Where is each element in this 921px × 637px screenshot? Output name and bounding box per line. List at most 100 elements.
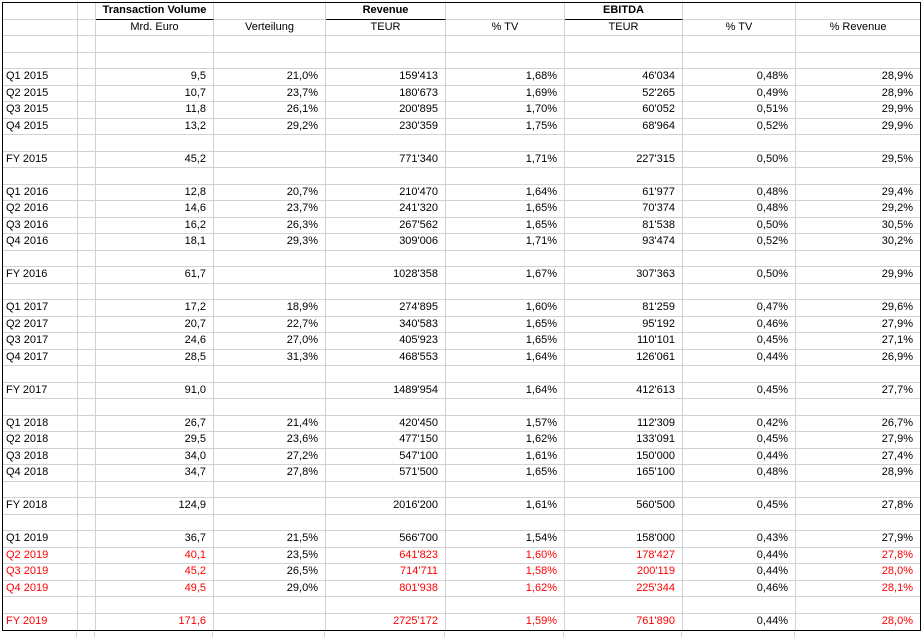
cell-ebitda-pct-tv[interactable]: 0,48%	[683, 465, 796, 482]
cell-ebitda-pct-tv[interactable]: 0,47%	[683, 300, 796, 317]
cell-mrd-euro[interactable]: 34,0	[96, 448, 214, 465]
cell-ebitda-pct-tv[interactable]: 0,48%	[683, 201, 796, 218]
cell-revenue-pct-tv[interactable]: 1,68%	[446, 69, 565, 86]
cell-ebitda-pct-tv[interactable]: 0,45%	[683, 382, 796, 399]
cell-ebitda-pct-tv[interactable]: 0,44%	[683, 448, 796, 465]
empty-cell[interactable]	[446, 168, 565, 185]
spacer-cell[interactable]	[78, 564, 96, 581]
cell-revenue-teur[interactable]: 468'553	[326, 349, 446, 366]
cell-revenue-pct-tv[interactable]: 1,64%	[446, 349, 565, 366]
cell-revenue-pct-tv[interactable]: 1,64%	[446, 382, 565, 399]
row-label-cell[interactable]: Q4 2017	[3, 349, 78, 366]
empty-cell[interactable]	[796, 36, 920, 53]
cell-revenue-teur[interactable]: 566'700	[326, 531, 446, 548]
cell-ebitda-teur[interactable]: 150'000	[565, 448, 683, 465]
cell-ebitda-pct-tv[interactable]: 0,48%	[683, 69, 796, 86]
cell-verteilung[interactable]: 27,8%	[214, 465, 326, 482]
cell-verteilung[interactable]	[214, 613, 326, 630]
cell-ebitda-teur[interactable]: 133'091	[565, 432, 683, 449]
empty-cell[interactable]	[78, 366, 96, 383]
empty-header-cell[interactable]	[78, 19, 96, 36]
cell-mrd-euro[interactable]: 124,9	[96, 498, 214, 515]
spacer-cell[interactable]	[78, 85, 96, 102]
cell-verteilung[interactable]: 21,5%	[214, 531, 326, 548]
cell-pct-revenue[interactable]: 27,7%	[796, 383, 920, 399]
cell-revenue-teur[interactable]: 180'673	[326, 85, 446, 102]
row-label-cell[interactable]: Q1 2016	[3, 184, 78, 201]
cell-revenue-pct-tv[interactable]: 1,60%	[446, 547, 565, 564]
cell-ebitda-teur[interactable]: 60'052	[565, 102, 683, 119]
empty-cell[interactable]	[78, 597, 96, 614]
cell-revenue-pct-tv[interactable]: 1,70%	[446, 102, 565, 119]
cell-ebitda-pct-tv[interactable]: 0,50%	[683, 151, 796, 168]
cell-revenue-teur[interactable]: 1028'358	[326, 267, 446, 284]
group-header-cell[interactable]: Revenue	[326, 3, 446, 20]
cell-pct-revenue[interactable]: 27,8%	[796, 548, 920, 564]
cell-pct-revenue[interactable]: 27,9%	[796, 317, 920, 333]
empty-cell[interactable]	[796, 515, 920, 531]
empty-cell[interactable]	[78, 481, 96, 498]
empty-cell[interactable]	[796, 366, 920, 383]
empty-cell[interactable]	[3, 168, 78, 185]
cell-revenue-pct-tv[interactable]: 1,65%	[446, 333, 565, 350]
cell-verteilung[interactable]: 23,6%	[214, 432, 326, 449]
cell-verteilung[interactable]: 26,1%	[214, 102, 326, 119]
empty-cell[interactable]	[96, 597, 214, 614]
row-label-cell[interactable]: Q2 2018	[3, 432, 78, 449]
cell-ebitda-pct-tv[interactable]: 0,44%	[683, 613, 796, 630]
cell-revenue-teur[interactable]: 571'500	[326, 465, 446, 482]
spacer-cell[interactable]	[78, 217, 96, 234]
cell-revenue-teur[interactable]: 714'711	[326, 564, 446, 581]
cell-ebitda-teur[interactable]: 70'374	[565, 201, 683, 218]
cell-ebitda-pct-tv[interactable]: 0,46%	[683, 316, 796, 333]
empty-header-cell[interactable]	[683, 3, 796, 20]
spacer-cell[interactable]	[78, 498, 96, 515]
cell-mrd-euro[interactable]: 10,7	[96, 85, 214, 102]
cell-revenue-pct-tv[interactable]: 1,58%	[446, 564, 565, 581]
row-label-cell[interactable]: Q4 2019	[3, 580, 78, 597]
cell-pct-revenue[interactable]: 28,0%	[796, 564, 920, 581]
cell-ebitda-pct-tv[interactable]: 0,45%	[683, 432, 796, 449]
empty-cell[interactable]	[326, 283, 446, 300]
cell-pct-revenue[interactable]: 27,9%	[796, 432, 920, 449]
empty-cell[interactable]	[3, 399, 78, 416]
row-label-cell[interactable]: Q1 2019	[3, 531, 78, 548]
spacer-cell[interactable]	[78, 316, 96, 333]
cell-revenue-teur[interactable]: 274'895	[326, 300, 446, 317]
empty-cell[interactable]	[326, 366, 446, 383]
cell-pct-revenue[interactable]: 28,9%	[796, 69, 920, 86]
empty-cell[interactable]	[446, 283, 565, 300]
empty-cell[interactable]	[683, 283, 796, 300]
cell-mrd-euro[interactable]: 24,6	[96, 333, 214, 350]
cell-ebitda-teur[interactable]: 227'315	[565, 151, 683, 168]
cell-ebitda-pct-tv[interactable]: 0,45%	[683, 498, 796, 515]
cell-ebitda-pct-tv[interactable]: 0,52%	[683, 234, 796, 251]
spacer-cell[interactable]	[78, 531, 96, 548]
empty-cell[interactable]	[3, 514, 78, 531]
unit-header-cell[interactable]: % TV	[446, 19, 565, 36]
empty-cell[interactable]	[683, 399, 796, 416]
empty-cell[interactable]	[565, 36, 683, 53]
unit-header-cell[interactable]: Verteilung	[214, 19, 326, 36]
cell-pct-revenue[interactable]: 30,5%	[796, 218, 920, 234]
empty-header-cell[interactable]	[3, 3, 78, 20]
cell-ebitda-pct-tv[interactable]: 0,48%	[683, 184, 796, 201]
empty-cell[interactable]	[214, 36, 326, 53]
cell-pct-revenue[interactable]: 27,4%	[796, 449, 920, 465]
cell-revenue-teur[interactable]: 801'938	[326, 580, 446, 597]
cell-revenue-pct-tv[interactable]: 1,71%	[446, 151, 565, 168]
empty-cell[interactable]	[214, 168, 326, 185]
cell-mrd-euro[interactable]: 12,8	[96, 184, 214, 201]
spacer-cell[interactable]	[78, 102, 96, 119]
spacer-cell[interactable]	[78, 465, 96, 482]
unit-header-cell[interactable]: Mrd. Euro	[96, 19, 214, 36]
row-label-cell[interactable]: Q3 2019	[3, 564, 78, 581]
cell-ebitda-teur[interactable]: 200'119	[565, 564, 683, 581]
empty-header-cell[interactable]	[446, 3, 565, 20]
cell-verteilung[interactable]: 26,5%	[214, 564, 326, 581]
empty-cell[interactable]	[214, 399, 326, 416]
cell-ebitda-teur[interactable]: 126'061	[565, 349, 683, 366]
cell-pct-revenue[interactable]: 28,9%	[796, 465, 920, 482]
empty-cell[interactable]	[565, 283, 683, 300]
cell-ebitda-teur[interactable]: 165'100	[565, 465, 683, 482]
